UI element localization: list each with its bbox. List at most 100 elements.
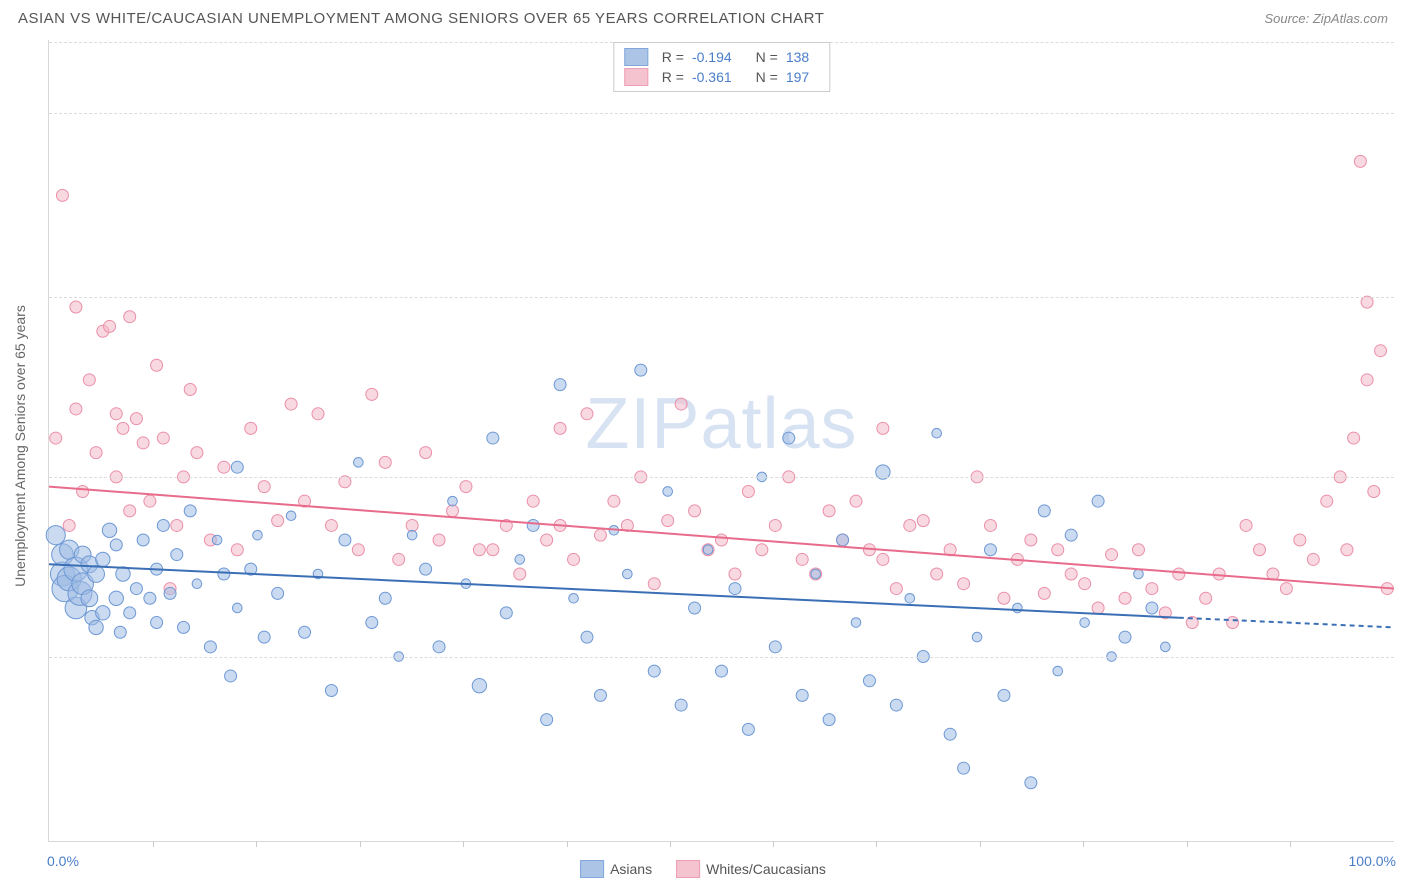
data-point [1280, 583, 1292, 595]
data-point [231, 544, 243, 556]
data-point [77, 485, 89, 497]
data-point [742, 485, 754, 497]
data-point [81, 590, 98, 607]
data-point [233, 603, 243, 613]
data-point [1146, 583, 1158, 595]
data-point [407, 530, 417, 540]
data-point [729, 568, 741, 580]
data-point [104, 320, 116, 332]
data-point [648, 665, 660, 677]
data-point [783, 432, 795, 444]
data-point [184, 384, 196, 396]
data-point [958, 578, 970, 590]
data-point [769, 519, 781, 531]
data-point [663, 487, 673, 497]
data-point [192, 579, 202, 589]
data-point [623, 569, 633, 579]
data-point [218, 461, 230, 473]
data-point [218, 568, 230, 580]
data-point [1080, 618, 1090, 628]
data-point [1200, 592, 1212, 604]
data-point [1065, 529, 1077, 541]
data-point [931, 568, 943, 580]
legend-item-whites: Whites/Caucasians [676, 860, 826, 878]
data-point [137, 534, 149, 546]
data-point [1348, 432, 1360, 444]
data-point [212, 535, 222, 545]
data-point [137, 437, 149, 449]
data-point [796, 553, 808, 565]
data-point [171, 549, 183, 561]
data-point [1038, 505, 1050, 517]
y-tick-label: 15.0% [1399, 105, 1406, 121]
data-point [339, 534, 351, 546]
data-point [796, 689, 808, 701]
data-point [635, 364, 647, 376]
trend-line [49, 564, 1179, 617]
data-point [1368, 485, 1380, 497]
data-point [225, 670, 237, 682]
data-point [114, 626, 126, 638]
data-point [890, 699, 902, 711]
data-point [500, 607, 512, 619]
data-point [110, 539, 122, 551]
data-point [1254, 544, 1266, 556]
data-point [608, 495, 620, 507]
data-point [851, 618, 861, 628]
data-point [1375, 345, 1387, 357]
data-point [1038, 587, 1050, 599]
data-point [877, 422, 889, 434]
data-point [823, 505, 835, 517]
data-point [56, 189, 68, 201]
data-point [648, 578, 660, 590]
data-point [130, 583, 142, 595]
data-point [144, 592, 156, 604]
data-point [164, 587, 176, 599]
data-point [406, 519, 418, 531]
data-point [286, 511, 296, 521]
chart-title: ASIAN VS WHITE/CAUCASIAN UNEMPLOYMENT AM… [18, 10, 824, 27]
data-point [972, 632, 982, 642]
y-tick-label: 3.8% [1399, 649, 1406, 665]
data-point [366, 388, 378, 400]
data-point [1341, 544, 1353, 556]
data-point [985, 519, 997, 531]
swatch-asians-icon [580, 860, 604, 878]
data-point [157, 432, 169, 444]
data-point [1052, 544, 1064, 556]
data-point [245, 422, 257, 434]
data-point [352, 544, 364, 556]
data-point [117, 422, 129, 434]
data-point [1361, 374, 1373, 386]
data-point [83, 374, 95, 386]
data-point [837, 534, 849, 546]
data-point [1294, 534, 1306, 546]
data-point [433, 641, 445, 653]
data-point [662, 515, 674, 527]
data-point [70, 301, 82, 313]
data-point [124, 607, 136, 619]
data-point [890, 583, 902, 595]
data-point [1240, 519, 1252, 531]
data-point [998, 592, 1010, 604]
data-point [729, 583, 741, 595]
x-tick-label: 0.0% [47, 853, 79, 869]
data-point [756, 544, 768, 556]
data-point [554, 379, 566, 391]
data-point [1119, 592, 1131, 604]
swatch-asians [624, 48, 648, 66]
data-point [110, 408, 122, 420]
data-point [151, 617, 163, 629]
data-point [716, 534, 728, 546]
data-point [124, 505, 136, 517]
data-point [50, 432, 62, 444]
chart-header: ASIAN VS WHITE/CAUCASIAN UNEMPLOYMENT AM… [0, 0, 1406, 35]
data-point [46, 526, 65, 545]
data-point [124, 311, 136, 323]
data-point [944, 728, 956, 740]
data-point [703, 545, 713, 555]
data-point [515, 555, 525, 565]
data-point [811, 569, 821, 579]
data-point [514, 568, 526, 580]
data-point [541, 534, 553, 546]
